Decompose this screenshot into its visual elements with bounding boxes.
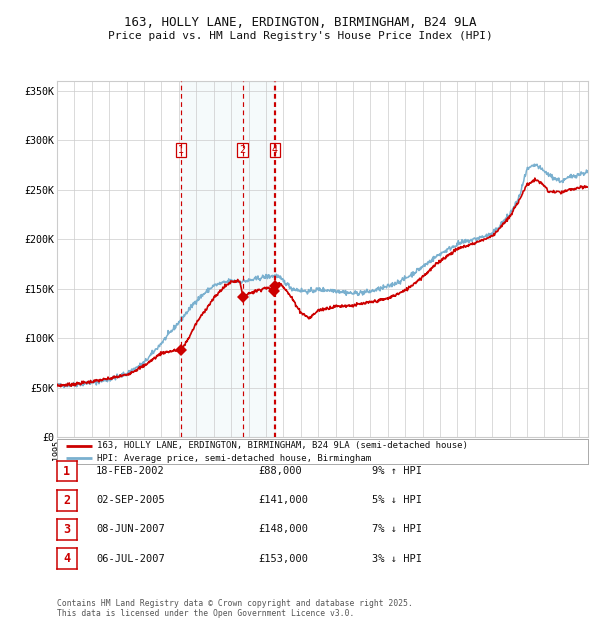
- Text: 4: 4: [272, 145, 278, 155]
- Text: 06-JUL-2007: 06-JUL-2007: [96, 554, 165, 564]
- Text: 5% ↓ HPI: 5% ↓ HPI: [372, 495, 422, 505]
- Text: This data is licensed under the Open Government Licence v3.0.: This data is licensed under the Open Gov…: [57, 609, 355, 618]
- Text: 08-JUN-2007: 08-JUN-2007: [96, 525, 165, 534]
- Text: 2: 2: [64, 494, 70, 507]
- Text: 18-FEB-2002: 18-FEB-2002: [96, 466, 165, 476]
- Text: £88,000: £88,000: [258, 466, 302, 476]
- Text: 2: 2: [239, 145, 246, 155]
- Text: 3% ↓ HPI: 3% ↓ HPI: [372, 554, 422, 564]
- Text: HPI: Average price, semi-detached house, Birmingham: HPI: Average price, semi-detached house,…: [97, 454, 371, 463]
- Text: 4: 4: [64, 552, 70, 565]
- Text: 7% ↓ HPI: 7% ↓ HPI: [372, 525, 422, 534]
- Text: 1: 1: [178, 145, 184, 155]
- Text: Contains HM Land Registry data © Crown copyright and database right 2025.: Contains HM Land Registry data © Crown c…: [57, 600, 413, 608]
- Text: 9% ↑ HPI: 9% ↑ HPI: [372, 466, 422, 476]
- Text: 163, HOLLY LANE, ERDINGTON, BIRMINGHAM, B24 9LA: 163, HOLLY LANE, ERDINGTON, BIRMINGHAM, …: [124, 16, 476, 29]
- Bar: [181, 81, 275, 437]
- Text: Price paid vs. HM Land Registry's House Price Index (HPI): Price paid vs. HM Land Registry's House …: [107, 31, 493, 41]
- Text: 3: 3: [64, 523, 70, 536]
- Text: 1: 1: [64, 465, 70, 477]
- Text: £148,000: £148,000: [258, 525, 308, 534]
- Text: £141,000: £141,000: [258, 495, 308, 505]
- Text: £153,000: £153,000: [258, 554, 308, 564]
- Text: 163, HOLLY LANE, ERDINGTON, BIRMINGHAM, B24 9LA (semi-detached house): 163, HOLLY LANE, ERDINGTON, BIRMINGHAM, …: [97, 441, 468, 450]
- Text: 02-SEP-2005: 02-SEP-2005: [96, 495, 165, 505]
